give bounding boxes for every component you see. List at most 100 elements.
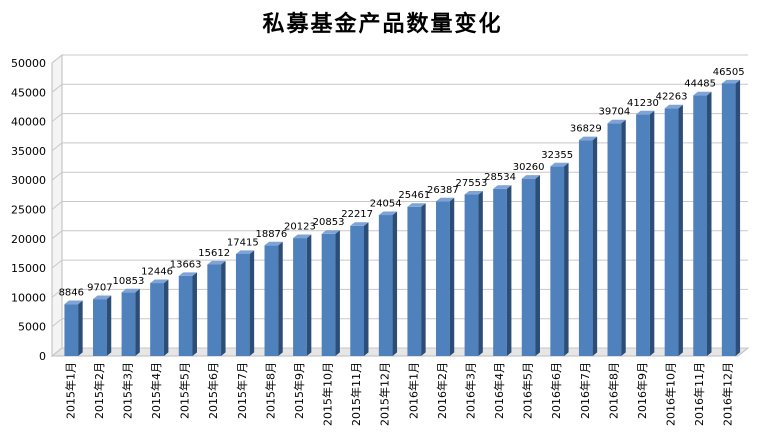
data-label: 18876	[255, 229, 287, 240]
bar	[235, 250, 255, 356]
bar-top	[493, 185, 512, 189]
bar-side	[592, 136, 598, 356]
bar	[293, 234, 312, 356]
bar-front	[693, 95, 707, 356]
bar	[607, 119, 626, 356]
bar-side	[135, 288, 140, 356]
x-tick-label: 2015年1月	[63, 362, 77, 419]
x-tick-label: 2015年8月	[263, 362, 277, 419]
y-tick-label: 20000	[11, 233, 46, 246]
x-tick-label: 2016年10月	[664, 362, 678, 426]
data-label: 20853	[313, 217, 345, 228]
x-tick-label: 2016年6月	[549, 362, 563, 419]
data-label: 36829	[570, 124, 602, 135]
bar-top	[464, 190, 483, 195]
bar-top	[578, 136, 598, 141]
bar-front	[550, 166, 565, 356]
bar-top	[321, 230, 340, 234]
gridline	[51, 113, 748, 122]
x-tick-label: 2016年9月	[635, 362, 649, 419]
bar-top	[150, 279, 169, 284]
bar-front	[93, 299, 107, 356]
y-tick-label: 30000	[11, 174, 46, 187]
bar-side	[335, 230, 340, 356]
bar	[493, 185, 512, 356]
gridline	[51, 318, 748, 328]
bar-side	[421, 203, 426, 356]
bar	[636, 110, 655, 356]
bar-top	[521, 175, 540, 179]
x-tick-label: 2015年2月	[92, 362, 106, 419]
data-label: 28534	[484, 172, 516, 183]
x-tick-label: 2015年4月	[149, 362, 163, 419]
x-tick-label: 2016年2月	[435, 362, 449, 419]
data-label: 41230	[627, 98, 659, 109]
bar-front	[321, 233, 336, 356]
bar-front	[407, 206, 422, 356]
bar-top	[636, 110, 655, 115]
bar-front	[721, 83, 736, 356]
bar	[721, 79, 741, 356]
bar-top	[207, 260, 226, 265]
bar-top	[235, 250, 255, 254]
bar-side	[392, 211, 398, 356]
data-label: 15612	[198, 248, 230, 259]
data-label: 24054	[370, 198, 402, 209]
x-tick-label: 2016年8月	[606, 362, 620, 419]
bar-side	[506, 185, 512, 356]
bar-front	[664, 108, 679, 356]
bar-side	[78, 300, 83, 356]
bar-top	[64, 300, 83, 305]
gridline	[51, 259, 748, 269]
y-tick-label: 45000	[11, 86, 46, 99]
x-tick-label: 2016年4月	[492, 362, 506, 419]
data-label: 22217	[341, 209, 373, 220]
gridline	[51, 142, 748, 152]
bar	[521, 175, 540, 356]
bar-side	[621, 119, 626, 356]
bar-side	[478, 190, 483, 356]
bar-top	[607, 119, 626, 124]
bar	[693, 91, 712, 357]
bar-front	[235, 253, 250, 356]
x-tick-label: 2015年3月	[120, 362, 134, 419]
data-label: 46505	[713, 67, 745, 78]
bar	[64, 300, 83, 356]
data-label: 20123	[284, 221, 316, 232]
gridline	[51, 230, 748, 240]
bar	[178, 272, 197, 356]
x-tick-label: 2016年7月	[578, 362, 592, 419]
x-tick-label: 2015年9月	[292, 362, 306, 419]
data-label: 10853	[113, 276, 145, 287]
bar-side	[649, 110, 655, 356]
bar-side	[363, 222, 369, 356]
bar-top	[178, 272, 197, 276]
gridlines	[51, 54, 748, 357]
bar-front	[578, 140, 593, 356]
x-tick-label: 2015年6月	[206, 362, 220, 419]
data-label: 32355	[541, 150, 573, 161]
bar-side	[106, 295, 112, 356]
bar-front	[178, 275, 193, 356]
data-label: 17415	[227, 237, 259, 248]
data-label: 8846	[59, 288, 84, 299]
x-tick-label: 2015年5月	[178, 362, 192, 419]
bar-top	[121, 288, 140, 293]
bar-side	[192, 272, 197, 356]
bar-front	[207, 264, 222, 356]
bar	[578, 136, 598, 356]
bar-top	[93, 295, 112, 300]
data-label: 39704	[598, 107, 630, 118]
x-axis-tick-labels: 2015年1月 2015年2月 2015年3月 2015年4月 2015年5月 2015年…	[63, 362, 734, 426]
bar-side	[278, 241, 283, 356]
bar-front	[436, 201, 450, 356]
bar-front	[607, 123, 622, 356]
gridline	[51, 347, 748, 357]
y-tick-label: 0	[39, 350, 46, 363]
bar-top	[436, 197, 455, 202]
data-label: 9707	[87, 283, 112, 294]
bar	[121, 288, 140, 356]
bar-front	[636, 114, 650, 356]
bar	[264, 241, 283, 356]
